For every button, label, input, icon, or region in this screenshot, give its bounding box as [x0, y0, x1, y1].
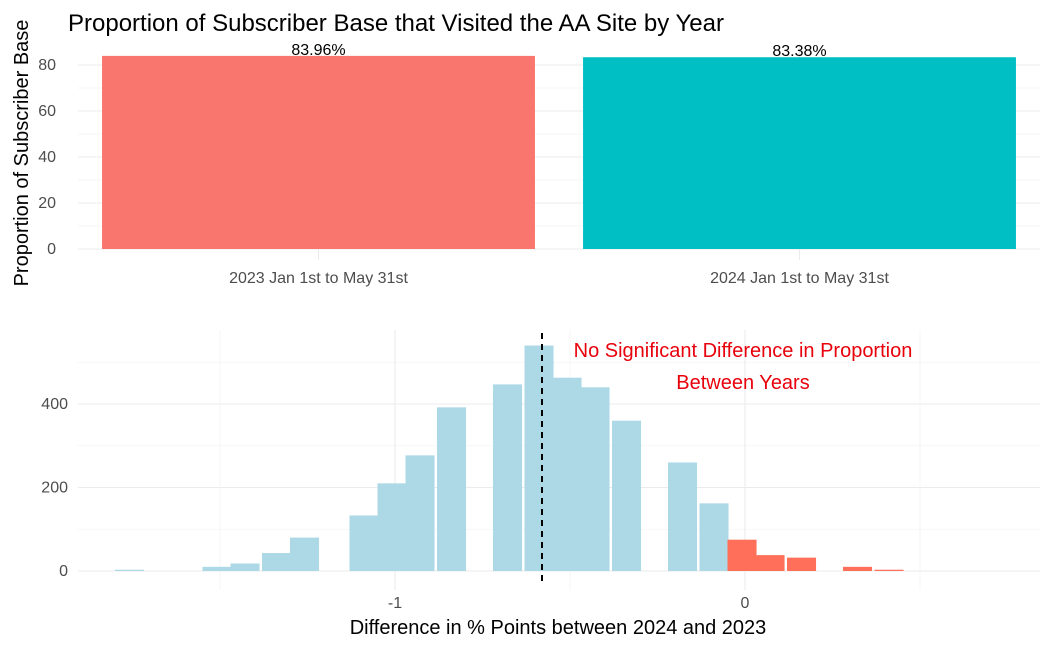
- histogram-bar: [115, 569, 145, 571]
- histogram-bar: [612, 420, 642, 571]
- top-y-tick-label: 80: [38, 57, 56, 74]
- annotation-line-1: No Significant Difference in Proportion: [574, 340, 913, 362]
- top-x-tick-label: 2023 Jan 1st to May 31st: [229, 270, 408, 287]
- histogram-bar: [290, 537, 320, 571]
- bottom-histogram: 0 200 400 -1 0: [41, 330, 1040, 612]
- bottom-y-tick-label: 200: [41, 480, 68, 497]
- bar-data-label: 83.96%: [291, 42, 345, 59]
- top-x-tick-label: 2024 Jan 1st to May 31st: [710, 270, 889, 287]
- bottom-x-tick-label: 0: [741, 595, 750, 612]
- histogram-bar: [377, 483, 407, 571]
- histogram-bar: [524, 345, 554, 571]
- histogram-bar: [262, 553, 292, 571]
- histogram-bar-highlight: [843, 566, 873, 571]
- bottom-y-tick-label: 400: [41, 396, 68, 413]
- histogram-bar-highlight: [874, 569, 904, 571]
- top-y-tick-label: 60: [38, 103, 56, 120]
- histogram-bar: [493, 384, 523, 571]
- bar-2: [583, 57, 1016, 250]
- histogram-bar: [437, 407, 467, 571]
- histogram-bar-highlight: [727, 539, 757, 571]
- bar-1: [102, 55, 535, 249]
- histogram-bars: [115, 345, 904, 571]
- chart-title: Proportion of Subscriber Base that Visit…: [68, 10, 724, 37]
- top-data-labels: 83.96% 83.38%: [291, 42, 826, 60]
- bottom-x-tick-label: -1: [388, 595, 402, 612]
- histogram-bar: [580, 387, 610, 571]
- histogram-bar-highlight: [755, 555, 785, 571]
- histogram-bar: [552, 377, 582, 571]
- top-y-tick-label: 20: [38, 195, 56, 212]
- bottom-x-ticks: -1 0: [388, 595, 750, 612]
- annotation-line-2: Between Years: [676, 372, 809, 394]
- top-y-axis-title: Proportion of Subscriber Base: [11, 20, 33, 287]
- histogram-bar: [668, 462, 698, 571]
- histogram-bar-highlight: [787, 557, 817, 571]
- top-y-tick-label: 0: [47, 241, 56, 258]
- bar-data-label: 83.38%: [772, 43, 826, 60]
- histogram-bar: [699, 503, 729, 571]
- top-bars: [102, 55, 1016, 250]
- top-x-ticks: 2023 Jan 1st to May 31st 2024 Jan 1st to …: [229, 270, 889, 287]
- top-bar-chart: 83.96% 83.38% 0 20 40 60 80 2023 Jan 1st to M…: [38, 42, 1040, 287]
- histogram-bar: [202, 566, 232, 571]
- top-y-ticks: 0 20 40 60 80: [38, 57, 56, 258]
- top-y-tick-label: 40: [38, 149, 56, 166]
- histogram-bar: [405, 455, 435, 571]
- histogram-bar: [230, 563, 260, 571]
- histogram-bar: [349, 515, 379, 571]
- bottom-x-axis-title: Difference in % Points between 2024 and …: [350, 617, 767, 639]
- bottom-y-tick-label: 0: [59, 563, 68, 580]
- bottom-y-ticks: 0 200 400: [41, 396, 68, 580]
